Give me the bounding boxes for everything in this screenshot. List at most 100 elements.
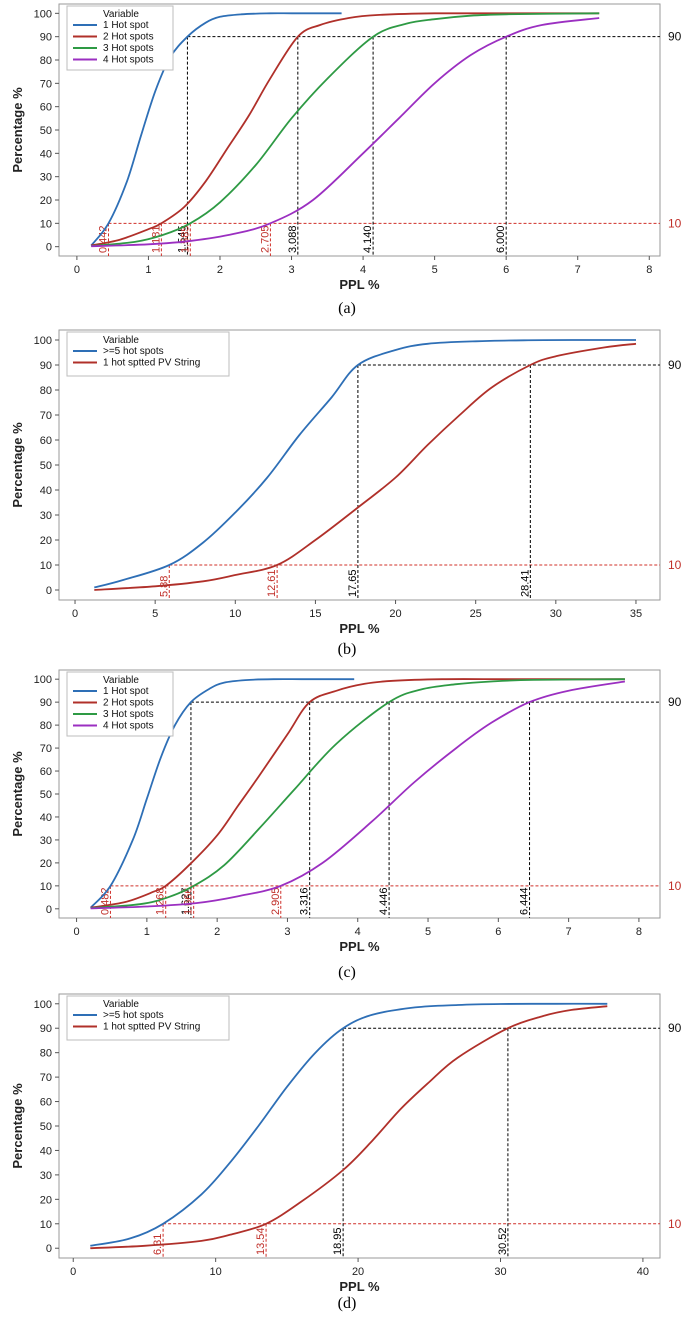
drop-line-label: 2.905 — [270, 887, 282, 915]
legend-title: Variable — [103, 335, 139, 346]
reference-line-label: 10 — [668, 1217, 682, 1231]
y-tick-label: 30 — [40, 172, 52, 184]
reference-line-label: 10 — [668, 879, 682, 893]
x-tick-label: 7 — [575, 264, 581, 276]
x-tick-label: 15 — [309, 608, 321, 620]
x-tick-label: 25 — [470, 608, 482, 620]
y-tick-label: 90 — [40, 360, 52, 372]
x-tick-label: 6 — [495, 926, 501, 938]
drop-line-label: 13.54 — [255, 1227, 267, 1255]
y-axis-title: Percentage % — [10, 751, 25, 837]
x-tick-label: 4 — [360, 264, 366, 276]
legend-entry: 1 Hot spot — [103, 686, 149, 697]
drop-line-label: 30.52 — [497, 1227, 509, 1255]
drop-line-label: 6.444 — [519, 887, 531, 915]
reference-line-label: 10 — [668, 558, 682, 572]
y-tick-label: 90 — [40, 1023, 52, 1035]
y-tick-label: 70 — [40, 410, 52, 422]
x-tick-label: 0 — [70, 1266, 76, 1278]
y-tick-label: 30 — [40, 510, 52, 522]
drop-line-label: 1.181 — [150, 225, 162, 253]
y-tick-label: 10 — [40, 1219, 52, 1231]
legend-entry: >=5 hot spots — [103, 346, 164, 357]
y-tick-label: 100 — [34, 999, 52, 1011]
x-tick-label: 0 — [74, 926, 80, 938]
drop-line-label: 28.41 — [519, 569, 531, 597]
x-tick-label: 3 — [288, 264, 294, 276]
x-tick-label: 5 — [432, 264, 438, 276]
y-tick-label: 70 — [40, 78, 52, 90]
y-tick-label: 20 — [40, 195, 52, 207]
legend-box — [66, 995, 230, 1041]
y-tick-label: 100 — [34, 674, 52, 686]
y-tick-label: 50 — [40, 789, 52, 801]
chart-d-svg: 0 10 20 30 40 50 60 70 80 90 100 0 10 20 30 40 PPL % Perc… — [10, 993, 682, 1294]
x-axis-title: PPL % — [339, 939, 380, 954]
legend-entry: 1 hot sptted PV String — [103, 1022, 200, 1033]
series-line — [91, 12, 600, 247]
legend-entry: 1 Hot spot — [103, 20, 149, 31]
series-line — [90, 12, 342, 247]
chart-caption: (c) — [338, 964, 356, 981]
y-tick-label: 40 — [40, 148, 52, 160]
x-tick-label: 0 — [72, 608, 78, 620]
x-tick-label: 6 — [503, 264, 509, 276]
reference-line-label: 90 — [668, 1021, 682, 1035]
legend-title: Variable — [103, 9, 139, 20]
legend-box — [66, 331, 230, 377]
chart-panel-a: 0 10 20 30 40 50 60 70 80 90 100 0 1 2 3 4 5 6 7 8 PPL % Perc… — [0, 0, 694, 322]
series-line — [90, 1002, 608, 1247]
chart-caption: (a) — [338, 300, 356, 317]
y-axis-title: Percentage % — [10, 1083, 25, 1169]
drop-line-label: 6.000 — [495, 225, 507, 253]
y-axis-title: Percentage % — [10, 422, 25, 508]
y-tick-label: 30 — [40, 835, 52, 847]
y-tick-label: 60 — [40, 435, 52, 447]
series-line — [94, 339, 636, 589]
x-tick-label: 30 — [494, 1266, 506, 1278]
y-tick-label: 0 — [46, 242, 52, 254]
x-tick-label: 8 — [636, 926, 642, 938]
legend-entry: 1 hot sptted PV String — [103, 358, 200, 369]
y-tick-label: 40 — [40, 812, 52, 824]
y-tick-label: 10 — [40, 881, 52, 893]
x-tick-label: 4 — [355, 926, 361, 938]
x-tick-label: 5 — [425, 926, 431, 938]
y-tick-label: 50 — [40, 1121, 52, 1133]
drop-line-label: 4.140 — [362, 225, 374, 253]
series-line — [89, 678, 355, 909]
drop-line-label: 1.627 — [180, 887, 192, 915]
x-tick-label: 30 — [550, 608, 562, 620]
reference-line-label: 90 — [668, 30, 682, 44]
chart-b-svg: 0 10 20 30 40 50 60 70 80 90 100 0 5 10 15 20 25 30 35 PPL … — [10, 329, 682, 636]
legend-entry: 3 Hot spots — [103, 43, 154, 54]
series-line — [91, 17, 600, 248]
x-axis-title: PPL % — [339, 621, 380, 636]
x-tick-label: 5 — [152, 608, 158, 620]
drop-line-label: 1.268 — [155, 887, 167, 915]
chart-a-svg: 0 10 20 30 40 50 60 70 80 90 100 0 1 2 3 4 5 6 7 8 PPL % Perc… — [10, 3, 682, 292]
y-tick-label: 60 — [40, 102, 52, 114]
legend-title: Variable — [103, 675, 139, 686]
y-tick-label: 80 — [40, 55, 52, 67]
drop-line-label: 3.316 — [299, 887, 311, 915]
y-tick-label: 60 — [40, 766, 52, 778]
legend-entry: >=5 hot spots — [103, 1010, 164, 1021]
x-axis-title: PPL % — [339, 277, 380, 292]
reference-line-label: 10 — [668, 216, 682, 230]
series-line — [91, 12, 600, 247]
y-tick-label: 70 — [40, 1072, 52, 1084]
series-line — [90, 678, 625, 909]
chart-panel-d: 0 10 20 30 40 50 60 70 80 90 100 0 10 20 30 40 PPL % Perc… — [0, 990, 694, 1321]
x-tick-label: 1 — [144, 926, 150, 938]
drop-line-label: 1.545 — [176, 225, 188, 253]
legend-title: Variable — [103, 999, 139, 1010]
y-tick-label: 20 — [40, 535, 52, 547]
x-axis-title: PPL % — [339, 1279, 380, 1294]
x-tick-label: 40 — [637, 1266, 649, 1278]
y-tick-label: 0 — [46, 585, 52, 597]
y-tick-label: 80 — [40, 385, 52, 397]
chart-c-svg: 0 10 20 30 40 50 60 70 80 90 100 0 1 2 3 4 5 6 7 8 PPL % Perc… — [10, 669, 682, 954]
y-tick-label: 20 — [40, 858, 52, 870]
legend-entry: 2 Hot spots — [103, 698, 154, 709]
